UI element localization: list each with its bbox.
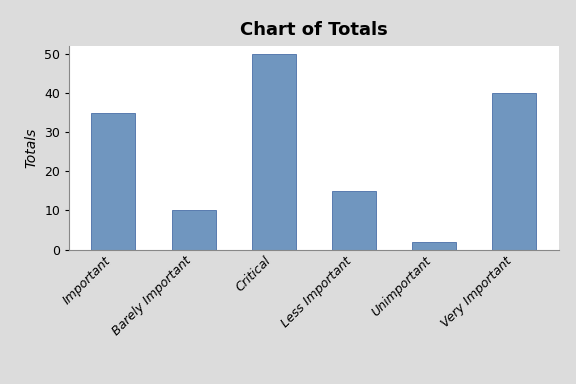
Y-axis label: Totals: Totals [25,127,39,168]
Bar [172,210,215,250]
Bar [92,113,135,250]
Bar [412,242,456,250]
Bar [332,191,376,250]
Bar [492,93,536,250]
Bar [252,54,296,250]
Title: Chart of Totals: Chart of Totals [240,21,388,39]
